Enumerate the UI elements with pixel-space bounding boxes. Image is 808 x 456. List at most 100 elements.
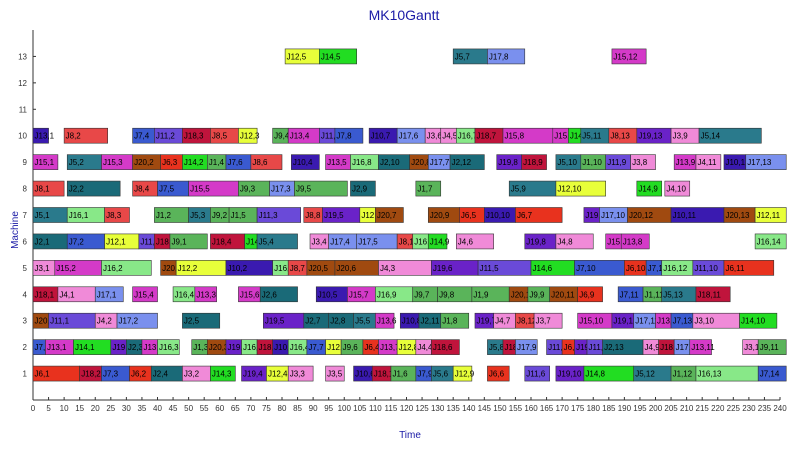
x-tick-label: 105	[353, 404, 367, 413]
x-tick-label: 60	[215, 404, 224, 413]
x-tick-label: 220	[711, 404, 725, 413]
gantt-bar-label: J9,5	[296, 185, 312, 194]
gantt-bar-label: J5,3	[190, 211, 206, 220]
gantt-bar-label: J2,7	[305, 317, 321, 326]
gantt-bar-label: J7,14	[760, 370, 780, 379]
gantt-bar-label: J1,3	[193, 343, 209, 352]
gantt-bar	[723, 260, 775, 276]
gantt-bar-label: J6,7	[517, 211, 533, 220]
gantt-bar-label: J8,3	[106, 211, 122, 220]
gantt-bar-label: J18,1	[35, 290, 55, 299]
gantt-bar-label: J11,1	[50, 317, 70, 326]
gantt-bar-label: J16,4	[175, 290, 195, 299]
x-tick-label: 185	[602, 404, 616, 413]
gantt-bar-label: J19,1	[112, 343, 132, 352]
y-tick-label: 2	[23, 343, 28, 352]
gantt-bar-label: J20,13	[725, 211, 750, 220]
x-tick-label: 25	[106, 404, 115, 413]
gantt-bar-label: J14,3	[246, 237, 266, 246]
gantt-bar	[577, 286, 603, 303]
gantt-bar-label: J9,11	[760, 343, 780, 352]
gantt-bar-label: J3,2	[184, 370, 200, 379]
gantt-bar	[94, 286, 124, 303]
gantt-bar-label: J15,12	[613, 52, 638, 61]
x-tick-label: 40	[153, 404, 162, 413]
gantt-bar-label: J20,10	[511, 290, 536, 299]
gantt-bar-label: J2,10	[380, 158, 400, 167]
gantt-bar	[427, 233, 448, 250]
gantt-bar	[487, 365, 510, 382]
gantt-bar-label: J16,7	[458, 132, 478, 141]
gantt-bar-label: J15,9	[554, 132, 574, 141]
gantt-bar-label: J18,8	[504, 343, 524, 352]
gantt-bar-label: J1,2	[156, 211, 172, 220]
gantt-bar-label: J17,9	[517, 343, 537, 352]
gantt-bar-label: J2,9	[352, 185, 368, 194]
gantt-bar-label: J12,9	[455, 370, 475, 379]
gantt-bar-label: J20,5	[308, 264, 328, 273]
x-tick-label: 235	[758, 404, 772, 413]
gantt-bar	[375, 207, 404, 223]
gantt-bar-label: J13,3	[196, 290, 216, 299]
chart-title: MK10Gantt	[369, 7, 440, 23]
gantt-bar	[32, 127, 49, 144]
x-tick-label: 110	[369, 404, 382, 413]
gantt-bar	[757, 365, 787, 382]
gantt-bar-label: J8,7	[290, 264, 306, 273]
gantt-bar-label: J4,4	[417, 343, 433, 352]
gantt-bar-label: J2,3	[128, 343, 144, 352]
gantt-bar	[754, 207, 787, 223]
gantt-bar-label: J15,7	[349, 290, 369, 299]
gantt-bar-label: J7,7	[308, 343, 324, 352]
gantt-bar	[334, 127, 364, 144]
gantt-bar-label: J9,7	[414, 290, 430, 299]
x-tick-label: 135	[447, 404, 461, 413]
gantt-bar	[452, 365, 473, 382]
gantt-bar-label: J1,6	[392, 370, 408, 379]
x-tick-label: 200	[649, 404, 663, 413]
gantt-bar-label: J16,3	[159, 343, 179, 352]
gantt-bar-label: J16,14	[757, 237, 782, 246]
gantt-bar-label: J1,12	[673, 370, 693, 379]
gantt-bar-label: J6,3	[162, 158, 178, 167]
gantt-bar	[664, 180, 691, 197]
gantt-bar	[757, 339, 787, 355]
gantt-bar-label: J11,5	[480, 264, 500, 273]
gantt-bar	[555, 180, 607, 197]
gantt-bar-label: J3,9	[673, 132, 689, 141]
x-tick-label: 230	[742, 404, 756, 413]
gantt-bar-label: J7,11	[648, 264, 668, 273]
gantt-bar-label: J11,9	[607, 158, 627, 167]
gantt-bar-label: J7,5	[159, 185, 175, 194]
gantt-bar	[449, 154, 485, 170]
gantt-bar	[375, 312, 395, 329]
gantt-bar	[630, 154, 656, 170]
gantt-bar-label: J5,5	[355, 317, 371, 326]
gantt-bar	[32, 180, 65, 197]
gantt-bar-label: J18,10	[374, 370, 399, 379]
y-tick-label: 10	[18, 132, 27, 141]
gantt-bar-label: J18,5	[259, 343, 279, 352]
gantt-bar-label: J7,4	[134, 132, 150, 141]
y-tick-label: 8	[23, 185, 28, 194]
y-tick-label: 4	[23, 290, 28, 299]
gantt-bar	[319, 48, 358, 65]
gantt-bar-label: J6,4	[364, 343, 380, 352]
gantt-bar-label: J10,11	[673, 211, 697, 220]
gantt-bar-label: J17,11	[635, 317, 659, 326]
x-tick-label: 20	[91, 404, 100, 413]
gantt-bar-label: J7,11	[620, 290, 640, 299]
gantt-bar	[194, 286, 217, 303]
gantt-bar-label: J10,5	[318, 290, 338, 299]
gantt-bar-label: J9,1	[171, 237, 187, 246]
gantt-bar-label: J18,6	[433, 343, 453, 352]
gantt-bar-label: J5,13	[663, 290, 683, 299]
x-tick-label: 175	[571, 404, 585, 413]
gantt-bar-label: J10,6	[355, 370, 375, 379]
gantt-bar-label: J17,12	[676, 343, 701, 352]
gantt-bar-label: J3,4	[312, 237, 328, 246]
gantt-bar-label: J13,5	[327, 158, 347, 167]
gantt-bar-label: J10,3	[274, 343, 294, 352]
gantt-bar-label: J5,11	[582, 132, 602, 141]
x-tick-label: 10	[60, 404, 69, 413]
